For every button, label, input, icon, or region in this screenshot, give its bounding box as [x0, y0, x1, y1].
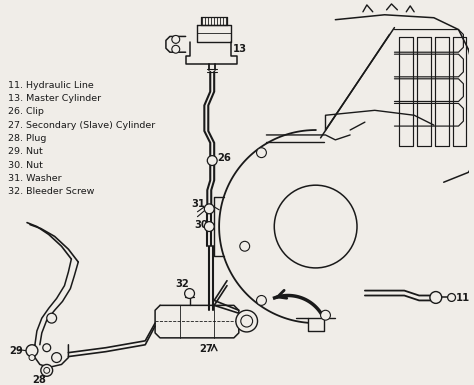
Text: 13. Master Cylinder: 13. Master Cylinder: [9, 94, 101, 103]
Text: 13: 13: [233, 44, 247, 54]
Text: 31: 31: [191, 199, 206, 209]
Text: 30. Nut: 30. Nut: [9, 161, 43, 169]
Circle shape: [47, 313, 56, 323]
Text: 26: 26: [217, 152, 231, 162]
Text: 31. Washer: 31. Washer: [9, 174, 62, 183]
Text: 26. Clip: 26. Clip: [9, 107, 44, 116]
Text: 29. Nut: 29. Nut: [9, 147, 43, 156]
Circle shape: [44, 367, 50, 373]
Circle shape: [320, 310, 330, 320]
Text: 29: 29: [9, 346, 23, 356]
Circle shape: [447, 293, 456, 301]
Circle shape: [41, 365, 53, 376]
Circle shape: [256, 148, 266, 157]
Text: 32. Bleeder Screw: 32. Bleeder Screw: [9, 187, 95, 196]
Circle shape: [43, 344, 51, 352]
Circle shape: [274, 185, 357, 268]
Circle shape: [26, 345, 38, 357]
Circle shape: [172, 35, 180, 44]
Circle shape: [204, 204, 214, 214]
Circle shape: [240, 241, 250, 251]
Circle shape: [236, 310, 257, 332]
Circle shape: [29, 355, 35, 360]
Circle shape: [430, 291, 442, 303]
Circle shape: [207, 156, 217, 166]
Text: 32: 32: [176, 279, 190, 289]
Circle shape: [185, 289, 194, 298]
Circle shape: [52, 353, 62, 363]
Circle shape: [256, 296, 266, 305]
Text: 27. Secondary (Slave) Cylinder: 27. Secondary (Slave) Cylinder: [9, 121, 155, 130]
Circle shape: [204, 222, 214, 231]
Text: 11. Hydraulic Line: 11. Hydraulic Line: [9, 81, 94, 90]
Text: 11: 11: [456, 293, 470, 303]
Text: 30: 30: [194, 219, 208, 229]
Text: 28. Plug: 28. Plug: [9, 134, 47, 143]
Circle shape: [241, 315, 253, 327]
Circle shape: [172, 45, 180, 53]
Text: 28: 28: [32, 375, 46, 385]
Text: 27: 27: [200, 344, 213, 354]
